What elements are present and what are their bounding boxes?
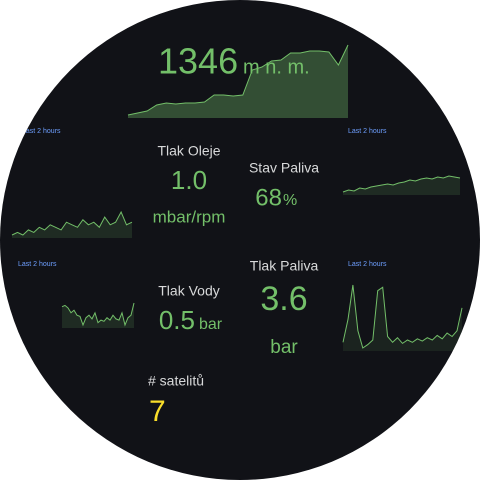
sparkline	[342, 175, 461, 193]
unit: bar	[199, 316, 223, 333]
sparkline	[127, 44, 349, 116]
value: 1.0	[171, 165, 207, 195]
sparkline	[61, 302, 135, 327]
unit: %	[283, 192, 297, 209]
sparkline	[11, 210, 133, 236]
sparkline-area	[128, 45, 348, 118]
label: Tlak Oleje	[157, 143, 220, 159]
time-range[interactable]: Last 2 hours	[348, 128, 387, 135]
sparkline	[342, 284, 463, 349]
sparkline-area	[343, 176, 460, 195]
time-range[interactable]: Last 2 hours	[18, 261, 57, 268]
value: 3.6	[260, 280, 307, 318]
sparkline-area	[62, 303, 134, 328]
label: Stav Paliva	[249, 160, 319, 176]
time-range[interactable]: Last 2 hours	[22, 128, 61, 135]
altitude-value: 1346	[158, 41, 238, 82]
unit: bar	[270, 337, 298, 358]
altitude-unit: m n. m.	[243, 56, 310, 78]
label: Tlak Paliva	[250, 258, 319, 274]
value: 68	[255, 184, 282, 211]
value: 0.5	[159, 305, 195, 335]
label: # satelitů	[148, 373, 204, 389]
unit: mbar/rpm	[153, 207, 226, 226]
sparkline-area	[343, 285, 462, 351]
time-range[interactable]: Last 2 hours	[348, 261, 387, 268]
label: Tlak Vody	[158, 283, 219, 299]
value: 7	[149, 395, 166, 428]
